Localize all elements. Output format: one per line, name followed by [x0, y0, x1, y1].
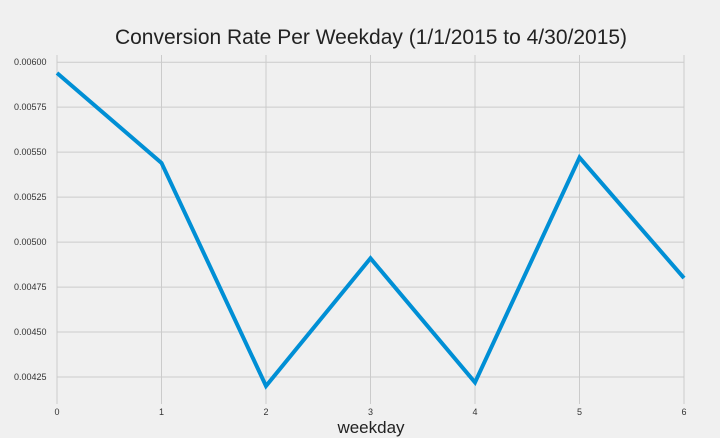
x-tick-label: 5	[577, 407, 582, 417]
x-axis-label: weekday	[337, 418, 405, 437]
x-tick-label: 2	[263, 407, 268, 417]
series-lines	[55, 71, 686, 390]
y-tick-label: 0.00550	[14, 147, 47, 157]
y-tick-label: 0.00425	[14, 372, 47, 382]
y-tick-label: 0.00450	[14, 327, 47, 337]
x-tick-label: 3	[368, 407, 373, 417]
x-tick-label: 0	[54, 407, 59, 417]
y-tick-label: 0.00475	[14, 282, 47, 292]
series-line	[55, 71, 686, 390]
y-tick-label: 0.00500	[14, 237, 47, 247]
tick-labels: 0 1 2 3 4 5 6 0.00425 0.00450 0.00475 0.00500 0.005…	[14, 57, 687, 417]
chart-title: Conversion Rate Per Weekday (1/1/2015 to…	[114, 26, 628, 49]
x-tick-label: 1	[159, 407, 164, 417]
y-tick-label: 0.00525	[14, 192, 47, 202]
y-tick-label: 0.00600	[14, 57, 47, 67]
x-tick-label: 6	[681, 407, 686, 417]
grid-lines	[56, 55, 685, 404]
y-tick-label: 0.00575	[14, 102, 47, 112]
x-tick-label: 4	[472, 407, 477, 417]
